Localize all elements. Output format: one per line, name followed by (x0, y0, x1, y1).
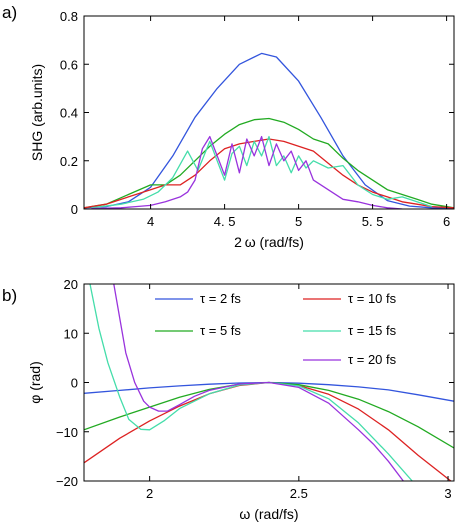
x-axis-label: ω (rad/fs) (239, 506, 298, 522)
series-line-3 (91, 135, 433, 209)
series-line-2 (84, 138, 454, 209)
plot-frame (83, 15, 455, 210)
legend-label-4: τ = 20 fs (348, 352, 397, 367)
x-tick-label: 3 (444, 486, 451, 501)
series-line-4 (91, 135, 403, 209)
panel-letter: b) (2, 286, 17, 305)
y-tick-label: 0 (71, 202, 78, 217)
series-line-1 (84, 381, 452, 481)
x-axis-label: 2 ω (rad/fs) (234, 234, 304, 250)
x-tick-label: 5. 5 (362, 214, 384, 229)
y-tick-label: 0.8 (60, 9, 78, 24)
legend-label-2: τ = 5 fs (200, 323, 241, 338)
legend-label-3: τ = 15 fs (348, 323, 397, 338)
x-tick-label: 2.5 (290, 486, 308, 501)
y-axis-label: SHG (arb.units) (29, 64, 45, 161)
y-tick-label: −20 (56, 474, 78, 489)
y-tick-label: 0 (71, 376, 78, 391)
series-lines (84, 52, 454, 209)
panel-a: a) 4 4. 5 5 5. 5 6 0 0.2 0.4 0.6 0.8 2 ω (rad/fs) SH… (2, 3, 455, 250)
series-line-0 (84, 52, 454, 209)
panel-b: b) 2 2.5 3 −20 −10 0 10 20 ω (rad/fs) φ (rad) τ = 2… (2, 277, 455, 522)
series-line-4 (113, 284, 404, 481)
y-tick-label: 0.6 (60, 57, 78, 72)
series-line-3 (89, 284, 413, 481)
series-line-1 (84, 117, 454, 209)
legend-label-1: τ = 10 fs (348, 291, 397, 306)
y-tick-label: 20 (64, 277, 78, 292)
x-tick-label: 4 (147, 214, 154, 229)
x-tick-label: 2 (146, 486, 153, 501)
series-lines (84, 284, 454, 481)
x-tick-label: 6 (443, 214, 450, 229)
legend: τ = 2 fs τ = 10 fs τ = 5 fs τ = 15 fs τ = 20… (155, 291, 397, 367)
y-tick-label: 10 (64, 326, 78, 341)
legend-label-0: τ = 2 fs (200, 291, 241, 306)
x-tick-label: 4. 5 (214, 214, 236, 229)
y-axis-label: φ (rad) (27, 361, 43, 404)
x-tick-label: 5 (295, 214, 302, 229)
panel-letter: a) (2, 3, 17, 22)
y-tick-label: −10 (56, 425, 78, 440)
y-tick-label: 0.4 (60, 106, 78, 121)
y-tick-label: 0.2 (60, 154, 78, 169)
